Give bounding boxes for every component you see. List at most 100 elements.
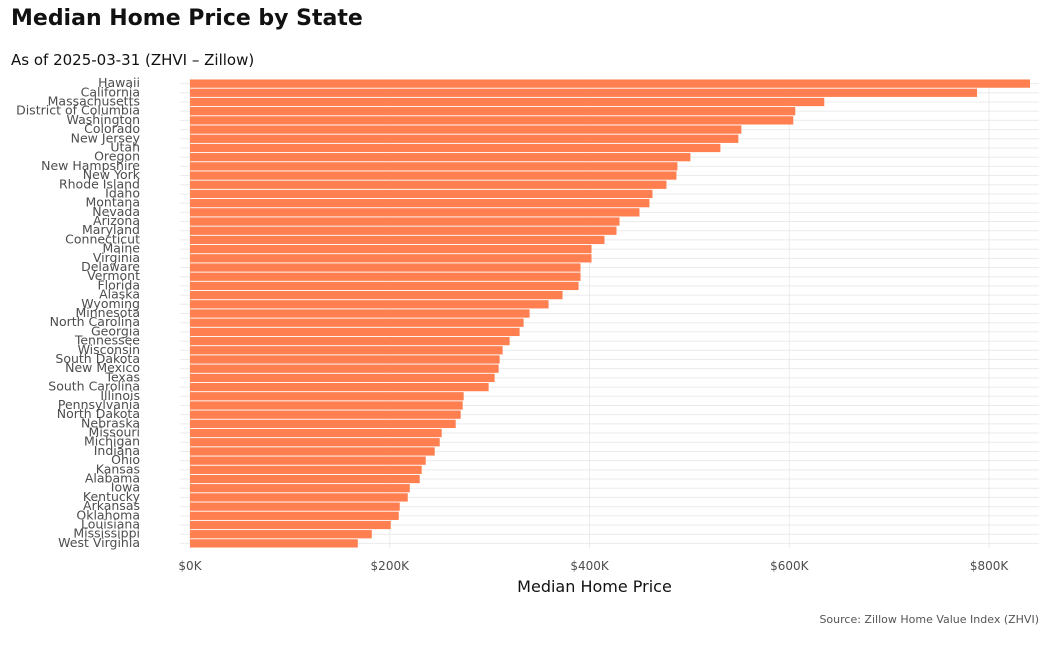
bars bbox=[190, 79, 1031, 548]
bar bbox=[190, 79, 1031, 88]
bar bbox=[190, 254, 592, 263]
bar bbox=[190, 208, 640, 217]
y-tick-label: Alabama bbox=[85, 471, 140, 486]
source-caption: Source: Zillow Home Value Index (ZHVI) bbox=[819, 613, 1039, 626]
bar bbox=[190, 134, 739, 143]
bar bbox=[190, 199, 650, 208]
bar bbox=[190, 428, 442, 438]
y-tick-label: South Dakota bbox=[55, 351, 140, 366]
y-tick-label: Oklahoma bbox=[76, 507, 140, 522]
bar bbox=[190, 125, 742, 134]
y-tick-label: Minnesota bbox=[75, 305, 140, 320]
y-tick-label: Nebraska bbox=[81, 415, 140, 430]
y-tick-label: New Hampshire bbox=[41, 158, 140, 173]
bar bbox=[190, 438, 440, 447]
bar bbox=[190, 272, 581, 281]
y-tick-label: Pennsylvania bbox=[58, 397, 140, 412]
y-tick-label: Michigan bbox=[84, 434, 140, 449]
y-tick-label: Wyoming bbox=[81, 296, 140, 311]
y-tick-label: Wisconsin bbox=[78, 342, 140, 357]
y-tick-label: West Virginia bbox=[58, 535, 140, 550]
y-tick-label: Kansas bbox=[96, 461, 140, 476]
bar bbox=[190, 410, 461, 419]
y-tick-label: Delaware bbox=[81, 259, 140, 274]
bar bbox=[190, 355, 500, 364]
y-tick-label: Alaska bbox=[99, 287, 140, 302]
bar bbox=[190, 530, 372, 539]
bar bbox=[190, 226, 617, 235]
bar bbox=[190, 235, 605, 245]
bar bbox=[190, 290, 563, 300]
bar bbox=[190, 97, 825, 107]
chart-subtitle: As of 2025-03-31 (ZHVI – Zillow) bbox=[11, 51, 255, 69]
y-tick-label: Ohio bbox=[111, 452, 140, 467]
bar bbox=[190, 263, 581, 272]
y-tick-label: New York bbox=[83, 167, 141, 182]
y-tick-label: Arkansas bbox=[83, 498, 140, 513]
bar bbox=[190, 244, 592, 254]
x-tick-label: $600K bbox=[770, 559, 810, 573]
bar bbox=[190, 401, 463, 410]
y-tick-label: Nevada bbox=[92, 204, 140, 219]
bar bbox=[190, 364, 499, 373]
x-axis-ticks: $0K $200K $400K $600K $800K bbox=[178, 559, 1009, 573]
y-tick-label: District of Columbia bbox=[16, 103, 140, 118]
x-tick-label: $800K bbox=[970, 559, 1010, 573]
y-tick-label: Indiana bbox=[94, 443, 140, 458]
bar bbox=[190, 143, 721, 153]
bar bbox=[190, 484, 410, 493]
y-tick-label: Virginia bbox=[93, 250, 140, 265]
y-tick-label: Massachusetts bbox=[48, 93, 140, 108]
x-tick-label: $200K bbox=[371, 559, 411, 573]
bar bbox=[190, 217, 620, 226]
x-axis-label: Median Home Price bbox=[517, 577, 672, 596]
bar bbox=[190, 465, 422, 474]
y-tick-label: Rhode Island bbox=[59, 176, 140, 191]
y-tick-label: Maine bbox=[102, 241, 140, 256]
y-tick-label: Georgia bbox=[91, 323, 140, 338]
bar bbox=[190, 88, 978, 97]
y-tick-label: Mississippi bbox=[73, 526, 140, 541]
bar bbox=[190, 419, 456, 428]
bar bbox=[190, 318, 524, 327]
bar bbox=[190, 116, 794, 125]
y-tick-label: Washington bbox=[67, 112, 140, 127]
y-tick-label: Idaho bbox=[105, 185, 140, 200]
y-tick-label: Colorado bbox=[84, 121, 140, 136]
bar bbox=[190, 382, 489, 392]
y-tick-label: New Jersey bbox=[71, 130, 141, 145]
bar bbox=[190, 281, 579, 291]
y-tick-label: Iowa bbox=[111, 480, 140, 495]
chart-title: Median Home Price by State bbox=[11, 6, 363, 31]
y-tick-label: Louisiana bbox=[81, 517, 140, 532]
y-tick-label: Missouri bbox=[89, 425, 140, 440]
y-tick-label: Kentucky bbox=[83, 489, 141, 504]
y-tick-label: North Dakota bbox=[57, 406, 140, 421]
y-tick-label: Arizona bbox=[93, 213, 140, 228]
bar bbox=[190, 373, 495, 383]
bar bbox=[190, 520, 391, 530]
bar bbox=[190, 493, 408, 502]
bar bbox=[190, 502, 400, 511]
y-tick-label: Illinois bbox=[100, 388, 140, 403]
y-tick-label: Vermont bbox=[87, 268, 140, 283]
y-tick-label: Utah bbox=[110, 139, 140, 154]
bar bbox=[190, 300, 549, 309]
y-tick-label: South Carolina bbox=[48, 379, 140, 394]
y-tick-label: California bbox=[81, 84, 140, 99]
bar bbox=[190, 539, 358, 548]
y-tick-label: Florida bbox=[97, 277, 140, 292]
bar bbox=[190, 180, 667, 189]
bar bbox=[190, 447, 435, 456]
y-tick-label: New Mexico bbox=[65, 360, 140, 375]
bar bbox=[190, 162, 678, 171]
bar bbox=[190, 392, 464, 401]
y-tick-label: Montana bbox=[86, 195, 141, 210]
y-tick-label: Connecticut bbox=[65, 231, 140, 246]
bar bbox=[190, 153, 691, 162]
bar bbox=[190, 327, 520, 337]
bar bbox=[190, 107, 796, 116]
y-tick-label: Texas bbox=[104, 369, 140, 384]
bar bbox=[190, 189, 653, 199]
